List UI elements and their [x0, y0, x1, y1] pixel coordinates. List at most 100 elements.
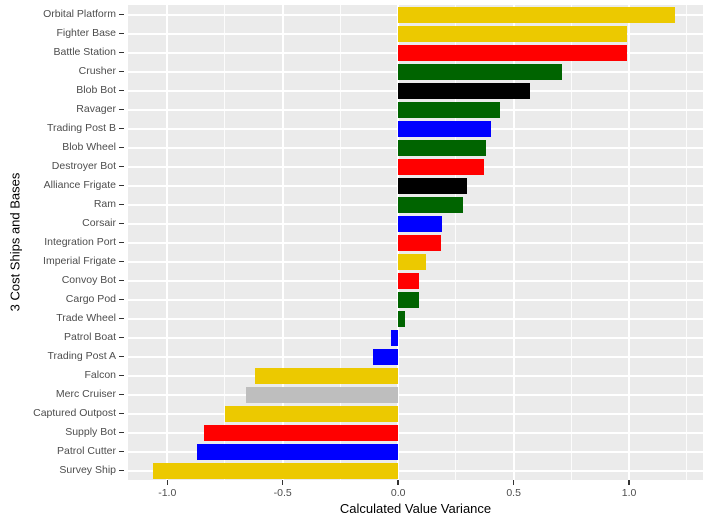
y-tick-label: Captured Outpost: [33, 407, 116, 419]
gridline-horizontal: [128, 450, 703, 453]
bar: [204, 424, 399, 441]
bar: [255, 367, 399, 384]
x-tick-mark: [397, 480, 399, 485]
bar: [398, 82, 530, 99]
gridline-minor: [686, 5, 688, 480]
y-tick-label: Fighter Base: [56, 27, 116, 39]
x-tick-label: -0.5: [273, 487, 292, 499]
gridline-minor: [455, 5, 457, 480]
y-tick-mark: [119, 203, 124, 206]
y-tick-label: Ravager: [76, 103, 116, 115]
bar: [398, 253, 426, 270]
y-tick-label: Merc Cruiser: [55, 388, 116, 400]
y-tick-mark: [119, 241, 124, 244]
y-tick-mark: [119, 89, 124, 92]
y-tick-label: Convoy Bot: [61, 274, 116, 286]
y-tick-mark: [119, 127, 124, 130]
gridline-major: [166, 5, 169, 480]
bar: [245, 386, 399, 403]
y-tick-label: Battle Station: [53, 46, 116, 58]
y-tick-label: Crusher: [78, 65, 116, 77]
plot-panel: [128, 5, 703, 480]
bar: [398, 101, 500, 118]
gridline-horizontal: [128, 431, 703, 434]
y-tick-label: Imperial Frigate: [43, 255, 116, 267]
bar: [398, 25, 627, 42]
bar: [197, 443, 399, 460]
gridline-horizontal: [128, 469, 703, 472]
y-tick-mark: [119, 412, 124, 415]
y-tick-mark: [119, 184, 124, 187]
y-tick-mark: [119, 355, 124, 358]
y-tick-mark: [119, 70, 124, 73]
x-tick-mark: [166, 480, 168, 485]
y-tick-mark: [119, 450, 124, 453]
x-tick-label: 0.0: [390, 487, 406, 499]
bar: [224, 405, 399, 422]
bar: [372, 348, 399, 365]
gridline-horizontal: [128, 412, 703, 415]
y-tick-mark: [119, 146, 124, 149]
y-tick-mark: [119, 279, 124, 282]
gridline-major: [281, 5, 284, 480]
y-tick-label: Blob Bot: [76, 84, 116, 96]
y-tick-mark: [119, 431, 124, 434]
bar: [398, 158, 484, 175]
x-tick-mark: [512, 480, 515, 485]
y-tick-label: Trading Post A: [47, 350, 116, 362]
x-tick-mark: [282, 480, 284, 485]
y-tick-mark: [119, 317, 124, 320]
bar: [153, 462, 399, 479]
y-tick-mark: [119, 222, 124, 225]
bar: [398, 291, 419, 308]
gridline-minor: [224, 5, 226, 480]
y-tick-mark: [119, 298, 124, 301]
gridline-major: [512, 5, 515, 480]
y-tick-label: Supply Bot: [65, 426, 116, 438]
y-tick-mark: [119, 108, 124, 111]
y-tick-label: Ram: [93, 198, 116, 210]
bar: [398, 139, 486, 156]
bar: [391, 329, 399, 346]
bar: [398, 177, 468, 194]
y-tick-label: Integration Port: [44, 236, 116, 248]
y-tick-mark: [119, 165, 124, 168]
y-tick-mark: [119, 469, 124, 472]
y-tick-label: Trading Post B: [46, 122, 116, 134]
y-tick-label: Orbital Platform: [43, 8, 116, 20]
y-tick-label: Patrol Boat: [64, 331, 116, 343]
y-tick-label: Blob Wheel: [62, 141, 116, 153]
y-axis-tick-labels: Orbital Platform Fighter Base Battle Stati…: [0, 5, 116, 480]
bar: [398, 44, 627, 61]
y-tick-label: Cargo Pod: [65, 293, 116, 305]
y-tick-label: Survey Ship: [59, 464, 116, 476]
x-tick-label: 1.0: [621, 487, 637, 499]
y-tick-mark: [119, 260, 124, 263]
y-tick-label: Trade Wheel: [56, 312, 116, 324]
x-tick-label: 0.5: [506, 487, 521, 499]
x-tick-mark: [628, 480, 630, 485]
y-tick-label: Destroyer Bot: [51, 160, 116, 172]
bar: [398, 196, 463, 213]
gridline-minor: [570, 5, 572, 480]
y-tick-mark: [119, 374, 124, 377]
y-tick-label: Corsair: [82, 217, 116, 229]
gridline-horizontal: [128, 336, 703, 339]
bar: [398, 234, 441, 251]
gridline-minor: [339, 5, 341, 480]
gridline-horizontal: [128, 393, 703, 396]
x-tick-label: -1.0: [158, 487, 177, 499]
y-tick-label: Falcon: [84, 369, 116, 381]
gridline-major: [628, 5, 631, 480]
y-tick-mark: [119, 393, 124, 396]
y-tick-label: Patrol Cutter: [57, 445, 116, 457]
bar: [398, 215, 443, 232]
y-tick-mark: [119, 13, 124, 16]
bar: [398, 6, 676, 23]
bar: [398, 120, 491, 137]
bar: [398, 63, 563, 80]
x-axis-title: Calculated Value Variance: [339, 501, 492, 516]
y-tick-mark: [119, 32, 124, 35]
gridline-horizontal: [128, 374, 703, 377]
